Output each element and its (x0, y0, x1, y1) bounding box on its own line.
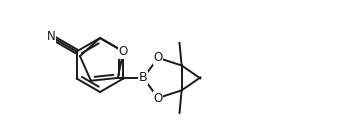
Text: O: O (153, 51, 163, 64)
Text: O: O (119, 45, 128, 58)
Text: O: O (153, 92, 163, 105)
Text: B: B (139, 71, 148, 84)
Text: N: N (47, 30, 56, 43)
